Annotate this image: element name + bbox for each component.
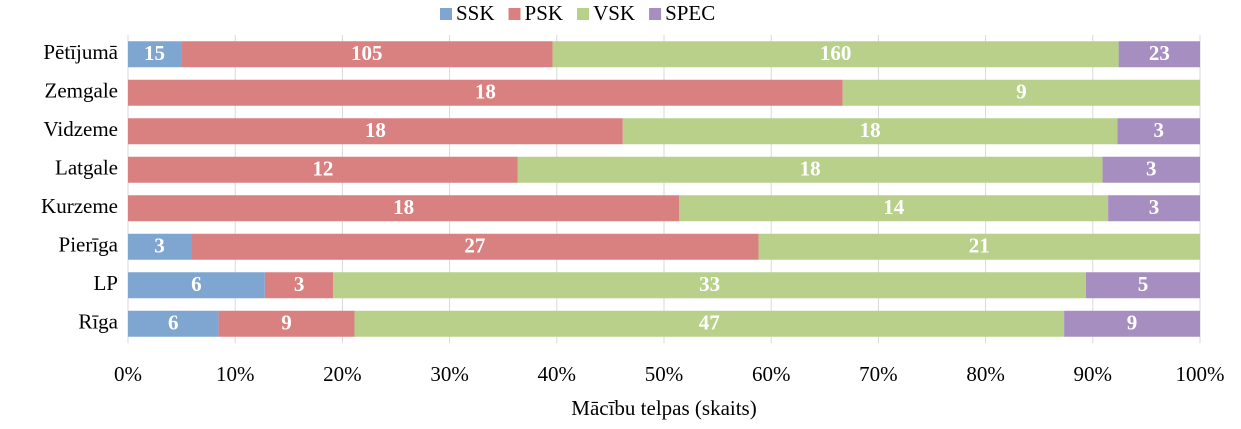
x-tick-label: 0% <box>114 362 142 386</box>
bar-segment <box>333 272 1086 299</box>
x-tick-label: 70% <box>859 362 898 386</box>
value-label: 18 <box>365 118 386 142</box>
value-label: 23 <box>1149 41 1170 65</box>
value-label: 18 <box>475 80 496 104</box>
bar-segment <box>128 79 843 106</box>
bar-segment <box>758 233 1200 260</box>
bar-segment <box>128 41 182 68</box>
x-tick-label: 20% <box>323 362 362 386</box>
bar-segment <box>181 41 553 68</box>
legend-swatch <box>440 8 452 20</box>
x-tick-label: 30% <box>430 362 469 386</box>
y-tick-label: Pētījumā <box>43 40 118 64</box>
x-tick-label: 10% <box>216 362 255 386</box>
value-label: 15 <box>144 41 165 65</box>
value-label: 105 <box>351 41 383 65</box>
bar-segment <box>218 310 355 337</box>
x-tick-label: 40% <box>538 362 577 386</box>
value-label: 3 <box>1149 195 1160 219</box>
x-axis-label: Mācību telpas (skaits) <box>571 396 756 420</box>
value-label: 9 <box>1016 80 1027 104</box>
value-label: 3 <box>154 234 165 258</box>
y-tick-label: Pierīga <box>59 233 119 257</box>
y-tick-label: Rīga <box>78 310 118 334</box>
bar-segment <box>354 310 1065 337</box>
value-label: 160 <box>820 41 852 65</box>
bar-segment <box>264 272 334 299</box>
bar-segment <box>842 79 1200 106</box>
bar-segment <box>128 195 680 222</box>
value-label: 18 <box>860 118 881 142</box>
x-tick-label: 100% <box>1176 362 1225 386</box>
legend-label: SPEC <box>665 1 715 25</box>
value-label: 9 <box>1127 311 1138 335</box>
bar-segment <box>1102 156 1200 183</box>
legend-swatch <box>577 8 590 20</box>
y-tick-label: LP <box>93 271 118 295</box>
y-tick-label: Kurzeme <box>41 194 118 218</box>
legend-label: PSK <box>525 1 564 25</box>
value-label: 6 <box>191 272 202 296</box>
x-tick-label: 50% <box>645 362 684 386</box>
value-label: 5 <box>1138 272 1149 296</box>
y-tick-label: Latgale <box>55 156 118 180</box>
value-label: 18 <box>800 157 821 181</box>
bar-segment <box>1117 118 1200 145</box>
x-tick-label: 80% <box>966 362 1005 386</box>
value-label: 47 <box>699 311 720 335</box>
bar-segment <box>1118 41 1200 68</box>
value-label: 9 <box>281 311 292 335</box>
y-tick-label: Zemgale <box>45 79 118 103</box>
bar-segment <box>1108 195 1200 222</box>
value-label: 21 <box>969 234 990 258</box>
bar-segment <box>622 118 1118 145</box>
legend-swatch <box>508 8 521 20</box>
value-label: 6 <box>168 311 179 335</box>
bar-segment <box>679 195 1109 222</box>
bar-segment <box>1085 272 1200 299</box>
bar-segment <box>128 156 518 183</box>
bar-segment <box>128 272 265 299</box>
bar-segment <box>517 156 1103 183</box>
value-label: 3 <box>294 272 305 296</box>
value-label: 3 <box>1146 157 1157 181</box>
value-label: 12 <box>312 157 333 181</box>
x-tick-label: 60% <box>752 362 791 386</box>
legend-swatch <box>649 8 662 20</box>
bar-segment <box>128 233 192 260</box>
y-tick-label: Vidzeme <box>43 117 118 141</box>
value-label: 27 <box>464 234 485 258</box>
bar-segment <box>552 41 1119 68</box>
legend-label: SSK <box>456 1 495 25</box>
bar-segment <box>1064 310 1200 337</box>
legend-label: VSK <box>593 1 635 25</box>
x-tick-label: 90% <box>1074 362 1113 386</box>
value-label: 18 <box>393 195 414 219</box>
bar-segment <box>128 310 219 337</box>
value-label: 14 <box>883 195 905 219</box>
bar-segment <box>191 233 759 260</box>
value-label: 3 <box>1154 118 1165 142</box>
value-label: 33 <box>699 272 720 296</box>
bar-segment <box>128 118 623 145</box>
